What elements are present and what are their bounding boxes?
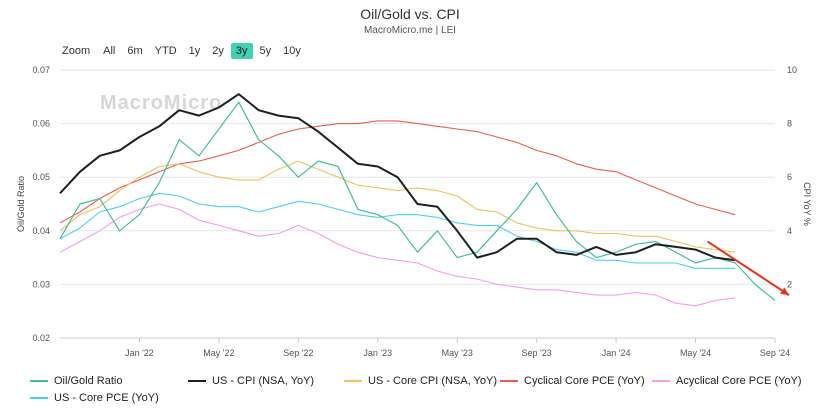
legend-item-cyclical[interactable]: Cyclical Core PCE (YoY)	[500, 375, 645, 387]
y-right-tick-label: 10	[787, 65, 797, 75]
chart-title: Oil/Gold vs. CPI	[360, 6, 460, 22]
y-right-axis-title: CPI YoY %	[802, 182, 812, 226]
legend-item-cpi[interactable]: US - CPI (NSA, YoY)	[188, 375, 314, 387]
x-tick-label: Sep '23	[522, 348, 552, 358]
trend-arrow-shaft	[707, 240, 790, 296]
legend-swatch-cyclical	[500, 380, 518, 382]
watermark-logo: MacroMicro	[100, 92, 223, 114]
series-cpi-line	[59, 93, 736, 262]
zoom-button-10y[interactable]: 10y	[283, 45, 301, 57]
x-tick-label: May '24	[680, 348, 711, 358]
legend-item-core-cpi[interactable]: US - Core CPI (NSA, YoY)	[344, 375, 497, 387]
x-tick-label: Jan '22	[125, 348, 154, 358]
zoom-range-selector: Zoom All 6m YTD 1y 2y 3y 5y 10y	[62, 43, 306, 59]
legend-item-core-pce[interactable]: US - Core PCE (YoY)	[30, 392, 159, 404]
series-cyclical-core-pce-line	[59, 120, 736, 224]
y-left-tick-label: 0.02	[32, 333, 50, 343]
y-right-tick-label: 4	[787, 226, 792, 236]
legend-swatch-core-cpi	[344, 380, 362, 382]
legend-swatch-oil-gold	[30, 380, 48, 382]
zoom-button-1y[interactable]: 1y	[188, 45, 201, 57]
y-left-axis-title: Oil/Gold Ratio	[16, 176, 26, 232]
y-right-tick-label: 2	[787, 279, 792, 289]
x-tick-label: Jan '24	[602, 348, 631, 358]
legend-swatch-acyclical	[652, 380, 670, 382]
legend-item-acyclical[interactable]: Acyclical Core PCE (YoY)	[652, 375, 802, 387]
zoom-button-5y[interactable]: 5y	[259, 45, 272, 57]
zoom-button-2y[interactable]: 2y	[212, 45, 224, 57]
trend-arrow-head	[780, 287, 789, 296]
zoom-button-ytd[interactable]: YTD	[154, 45, 177, 57]
series-oil-gold-line	[59, 101, 776, 301]
x-tick-label: May '22	[203, 348, 234, 358]
series-acyclical-core-pce-line	[59, 203, 736, 307]
y-right-tick-label: 6	[787, 172, 792, 182]
legend-label-cpi: US - CPI (NSA, YoY)	[212, 375, 315, 387]
x-tick-label: Sep '22	[283, 348, 313, 358]
zoom-button-3y[interactable]: 3y	[230, 43, 253, 59]
legend-label-core-pce: US - Core PCE (YoY)	[54, 392, 159, 404]
x-tick-label: Jan '23	[363, 348, 392, 358]
y-left-tick-label: 0.06	[32, 119, 50, 129]
zoom-button-6m[interactable]: 6m	[127, 45, 143, 57]
series-core-pce-line	[59, 192, 736, 269]
zoom-button-all[interactable]: All	[103, 45, 116, 57]
legend-label-core-cpi: US - Core CPI (NSA, YoY)	[368, 375, 497, 387]
x-tick-label: Sep '24	[760, 348, 790, 358]
chart-subtitle: MacroMicro.me | LEI	[363, 25, 457, 36]
y-left-tick-label: 0.07	[32, 65, 50, 75]
y-left-tick-label: 0.03	[32, 279, 50, 289]
legend-swatch-core-pce	[30, 397, 48, 399]
series-core-cpi-line	[59, 160, 736, 253]
y-left-tick-label: 0.05	[32, 172, 50, 182]
y-left-tick-label: 0.04	[32, 226, 50, 236]
legend-label-cyclical: Cyclical Core PCE (YoY)	[524, 375, 645, 387]
legend-swatch-cpi	[188, 380, 206, 382]
x-tick-label: May '23	[442, 348, 473, 358]
y-right-tick-label: 8	[787, 119, 792, 129]
legend-label-oil-gold: Oil/Gold Ratio	[54, 375, 123, 387]
legend-label-acyclical: Acyclical Core PCE (YoY)	[676, 375, 802, 387]
zoom-label: Zoom	[62, 45, 91, 57]
legend-item-oil-gold[interactable]: Oil/Gold Ratio	[30, 375, 122, 387]
